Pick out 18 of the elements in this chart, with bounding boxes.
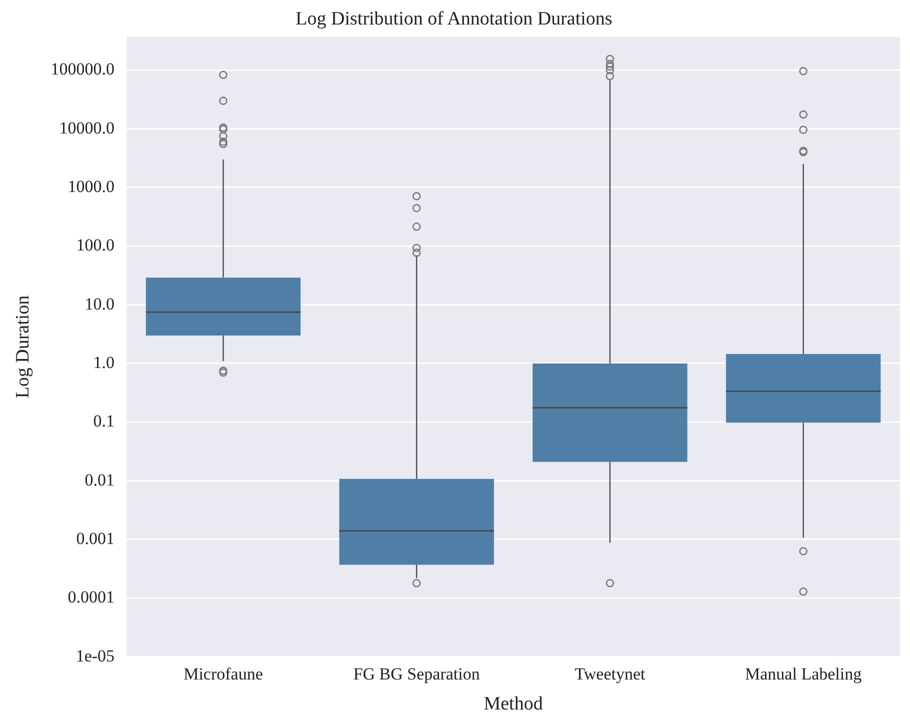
y-tick-label: 0.001	[76, 528, 115, 548]
y-tick-label: 10.0	[84, 294, 115, 314]
y-tick-label: 10000.0	[59, 118, 115, 138]
x-tick-label: FG BG Separation	[353, 664, 480, 684]
x-tick-label: Tweetynet	[574, 664, 646, 684]
y-tick-label: 100000.0	[50, 60, 115, 79]
x-axis-title: Method	[484, 694, 544, 715]
y-tick-label: 0.01	[84, 470, 115, 490]
y-tick-label: 100.0	[76, 236, 115, 255]
y-axis-title: Log Duration	[12, 294, 34, 398]
y-tick-label: 1e-05	[76, 646, 115, 666]
x-tick-label: Microfaune	[184, 664, 263, 684]
y-tick-label: 0.1	[93, 412, 115, 431]
y-tick-label: 1.0	[93, 352, 115, 372]
y-tick-label: 1000.0	[68, 176, 115, 196]
chart-title: Log Distribution of Annotation Durations	[296, 8, 612, 30]
x-tick-label: Manual Labeling	[745, 664, 862, 684]
y-tick-label: 0.0001	[68, 588, 115, 607]
